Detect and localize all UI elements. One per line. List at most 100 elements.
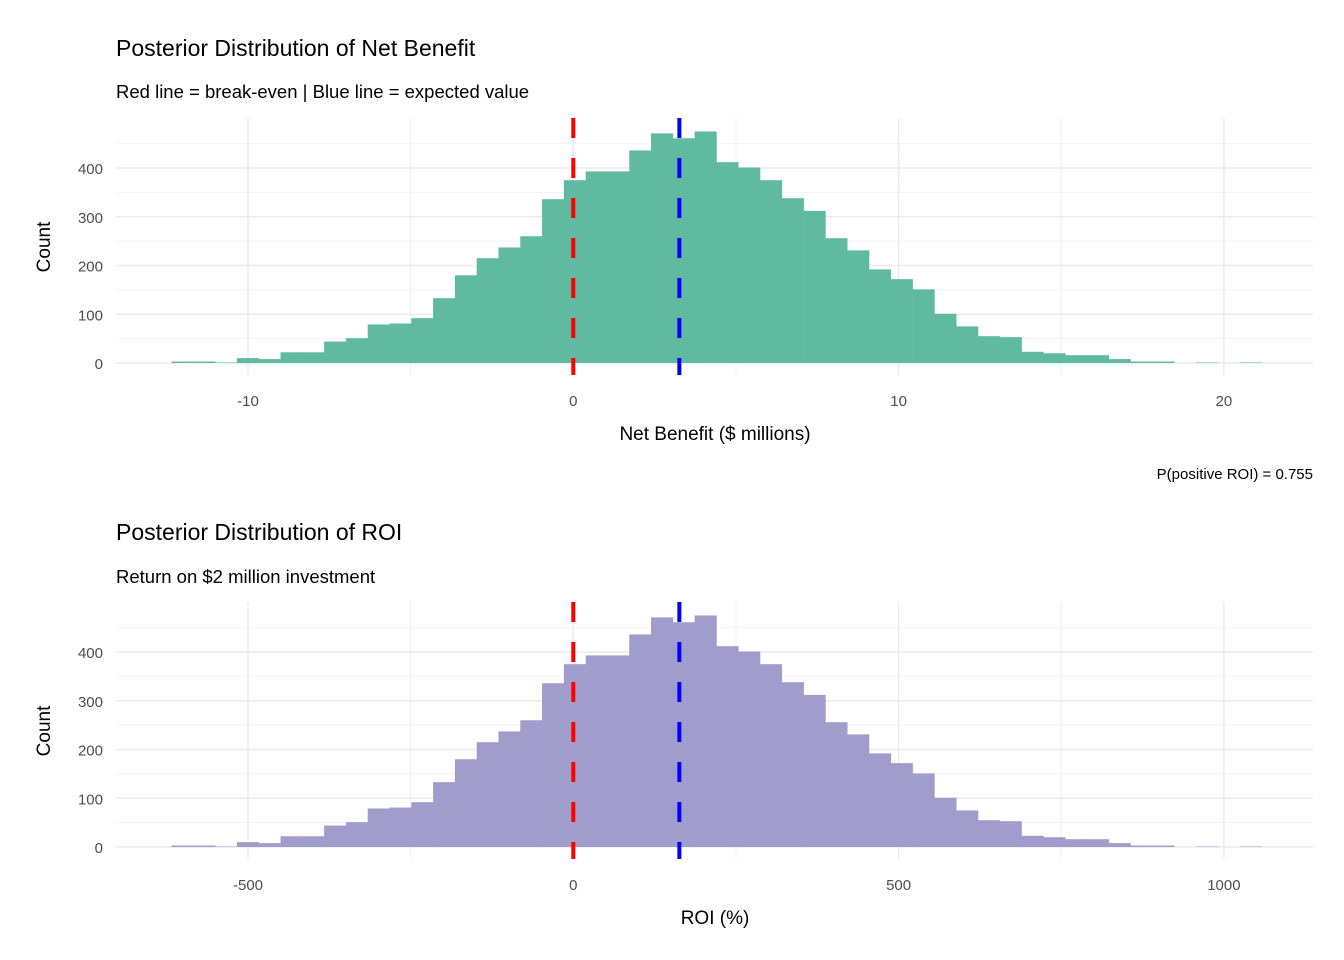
histogram-bar <box>912 289 935 363</box>
caption: P(positive ROI) = 0.755 <box>1157 466 1313 483</box>
histogram-bar <box>847 250 870 363</box>
histogram-bar <box>345 822 369 847</box>
histogram-bar <box>607 171 630 363</box>
histogram-bar <box>302 352 325 363</box>
histogram-bar <box>847 734 870 847</box>
y-tick-label: 100 <box>78 791 103 808</box>
histogram-bar <box>629 634 652 847</box>
histogram-bar <box>1108 843 1131 847</box>
y-tick-label: 400 <box>78 645 103 662</box>
histogram-bar <box>1065 839 1088 847</box>
histogram-bar <box>934 313 957 363</box>
histogram-bar <box>171 845 194 847</box>
histogram-bar <box>890 763 913 847</box>
x-tick-label: 10 <box>890 393 907 410</box>
y-tick-label: 400 <box>78 161 103 178</box>
histogram-bar <box>1043 837 1066 847</box>
histogram-bar <box>411 802 434 847</box>
histogram-bar <box>672 138 695 363</box>
histogram-bar <box>1152 845 1175 847</box>
y-tick-label: 0 <box>95 840 103 857</box>
histogram-bar <box>977 336 1001 363</box>
y-tick-label: 300 <box>78 694 103 711</box>
histogram-bar <box>520 720 543 847</box>
x-tick-label: 20 <box>1216 393 1233 410</box>
histogram-bar <box>1021 351 1044 363</box>
histogram-bar <box>825 238 848 363</box>
histogram-bar <box>389 807 412 847</box>
histogram-bar <box>280 352 303 363</box>
histogram-bar <box>498 731 521 847</box>
histogram-bar <box>563 180 586 363</box>
chart-subtitle: Red line = break-even | Blue line = expe… <box>116 81 529 102</box>
histogram-bar <box>977 820 1001 847</box>
histogram-bar <box>193 361 216 363</box>
histogram-bar <box>760 664 783 847</box>
histogram-bar <box>1130 845 1153 847</box>
histogram-bar <box>476 258 499 363</box>
histogram-bar <box>520 236 543 363</box>
histogram-bar <box>1130 361 1153 363</box>
x-tick-label: -500 <box>233 877 263 894</box>
histogram-bar <box>476 742 499 847</box>
histogram-bar <box>542 683 565 847</box>
x-tick-label: 0 <box>569 877 577 894</box>
chart-title: Posterior Distribution of ROI <box>116 519 402 545</box>
histogram-bar <box>999 821 1022 847</box>
histogram-bar <box>738 167 761 363</box>
x-tick-label: 0 <box>569 393 577 410</box>
histogram-bar <box>651 133 674 363</box>
histogram-bar <box>912 773 935 847</box>
histogram-bar <box>302 836 325 847</box>
chart-subtitle: Return on $2 million investment <box>116 566 375 587</box>
histogram-bar <box>258 843 281 847</box>
histogram-bar <box>563 664 586 847</box>
net-benefit-panel: Posterior Distribution of Net Benefit Re… <box>34 35 1313 483</box>
histogram-bar <box>1043 353 1066 363</box>
histogram-bar <box>781 198 804 363</box>
histogram-bar <box>280 836 303 847</box>
histogram-bar <box>999 337 1022 363</box>
histogram-bar <box>411 318 434 363</box>
y-tick-label: 100 <box>78 307 103 324</box>
histogram-bar <box>956 326 979 363</box>
roi-panel: Posterior Distribution of ROI Return on … <box>34 519 1313 929</box>
histogram-bar <box>367 808 390 847</box>
histogram-bar <box>433 782 456 847</box>
histogram-bar <box>738 651 761 847</box>
histogram-bar <box>825 722 848 847</box>
histogram-bar <box>934 797 957 847</box>
x-tick-label: 1000 <box>1207 877 1240 894</box>
histogram-bar <box>672 622 695 847</box>
x-tick-label: 500 <box>886 877 911 894</box>
histogram-bar <box>542 199 565 363</box>
x-tick-label: -10 <box>237 393 259 410</box>
y-axis-label: Count <box>34 705 55 756</box>
y-tick-label: 200 <box>78 743 103 760</box>
histogram-bar <box>781 682 804 847</box>
histogram-bar <box>433 298 456 363</box>
x-axis-label: ROI (%) <box>681 908 750 929</box>
y-tick-label: 0 <box>95 356 103 373</box>
histogram-bar <box>890 279 913 363</box>
histogram-bar <box>324 341 347 363</box>
histogram-bar <box>1152 361 1175 363</box>
histogram-bar <box>367 324 390 363</box>
histogram-bar <box>803 210 826 363</box>
y-tick-label: 300 <box>78 210 103 227</box>
histogram-bar <box>236 842 260 847</box>
histogram-bar <box>258 359 281 363</box>
histogram-bar <box>629 150 652 363</box>
chart-title: Posterior Distribution of Net Benefit <box>116 35 476 61</box>
histogram-bar <box>585 655 608 847</box>
y-axis-label: Count <box>34 221 55 272</box>
histogram-bar <box>454 275 477 363</box>
histogram-bar <box>1086 839 1110 847</box>
histogram-bar <box>1108 359 1131 363</box>
histogram-bar <box>956 810 979 847</box>
histogram-bar <box>171 361 194 363</box>
histogram-bar <box>345 338 369 363</box>
histogram-bar <box>324 825 347 847</box>
